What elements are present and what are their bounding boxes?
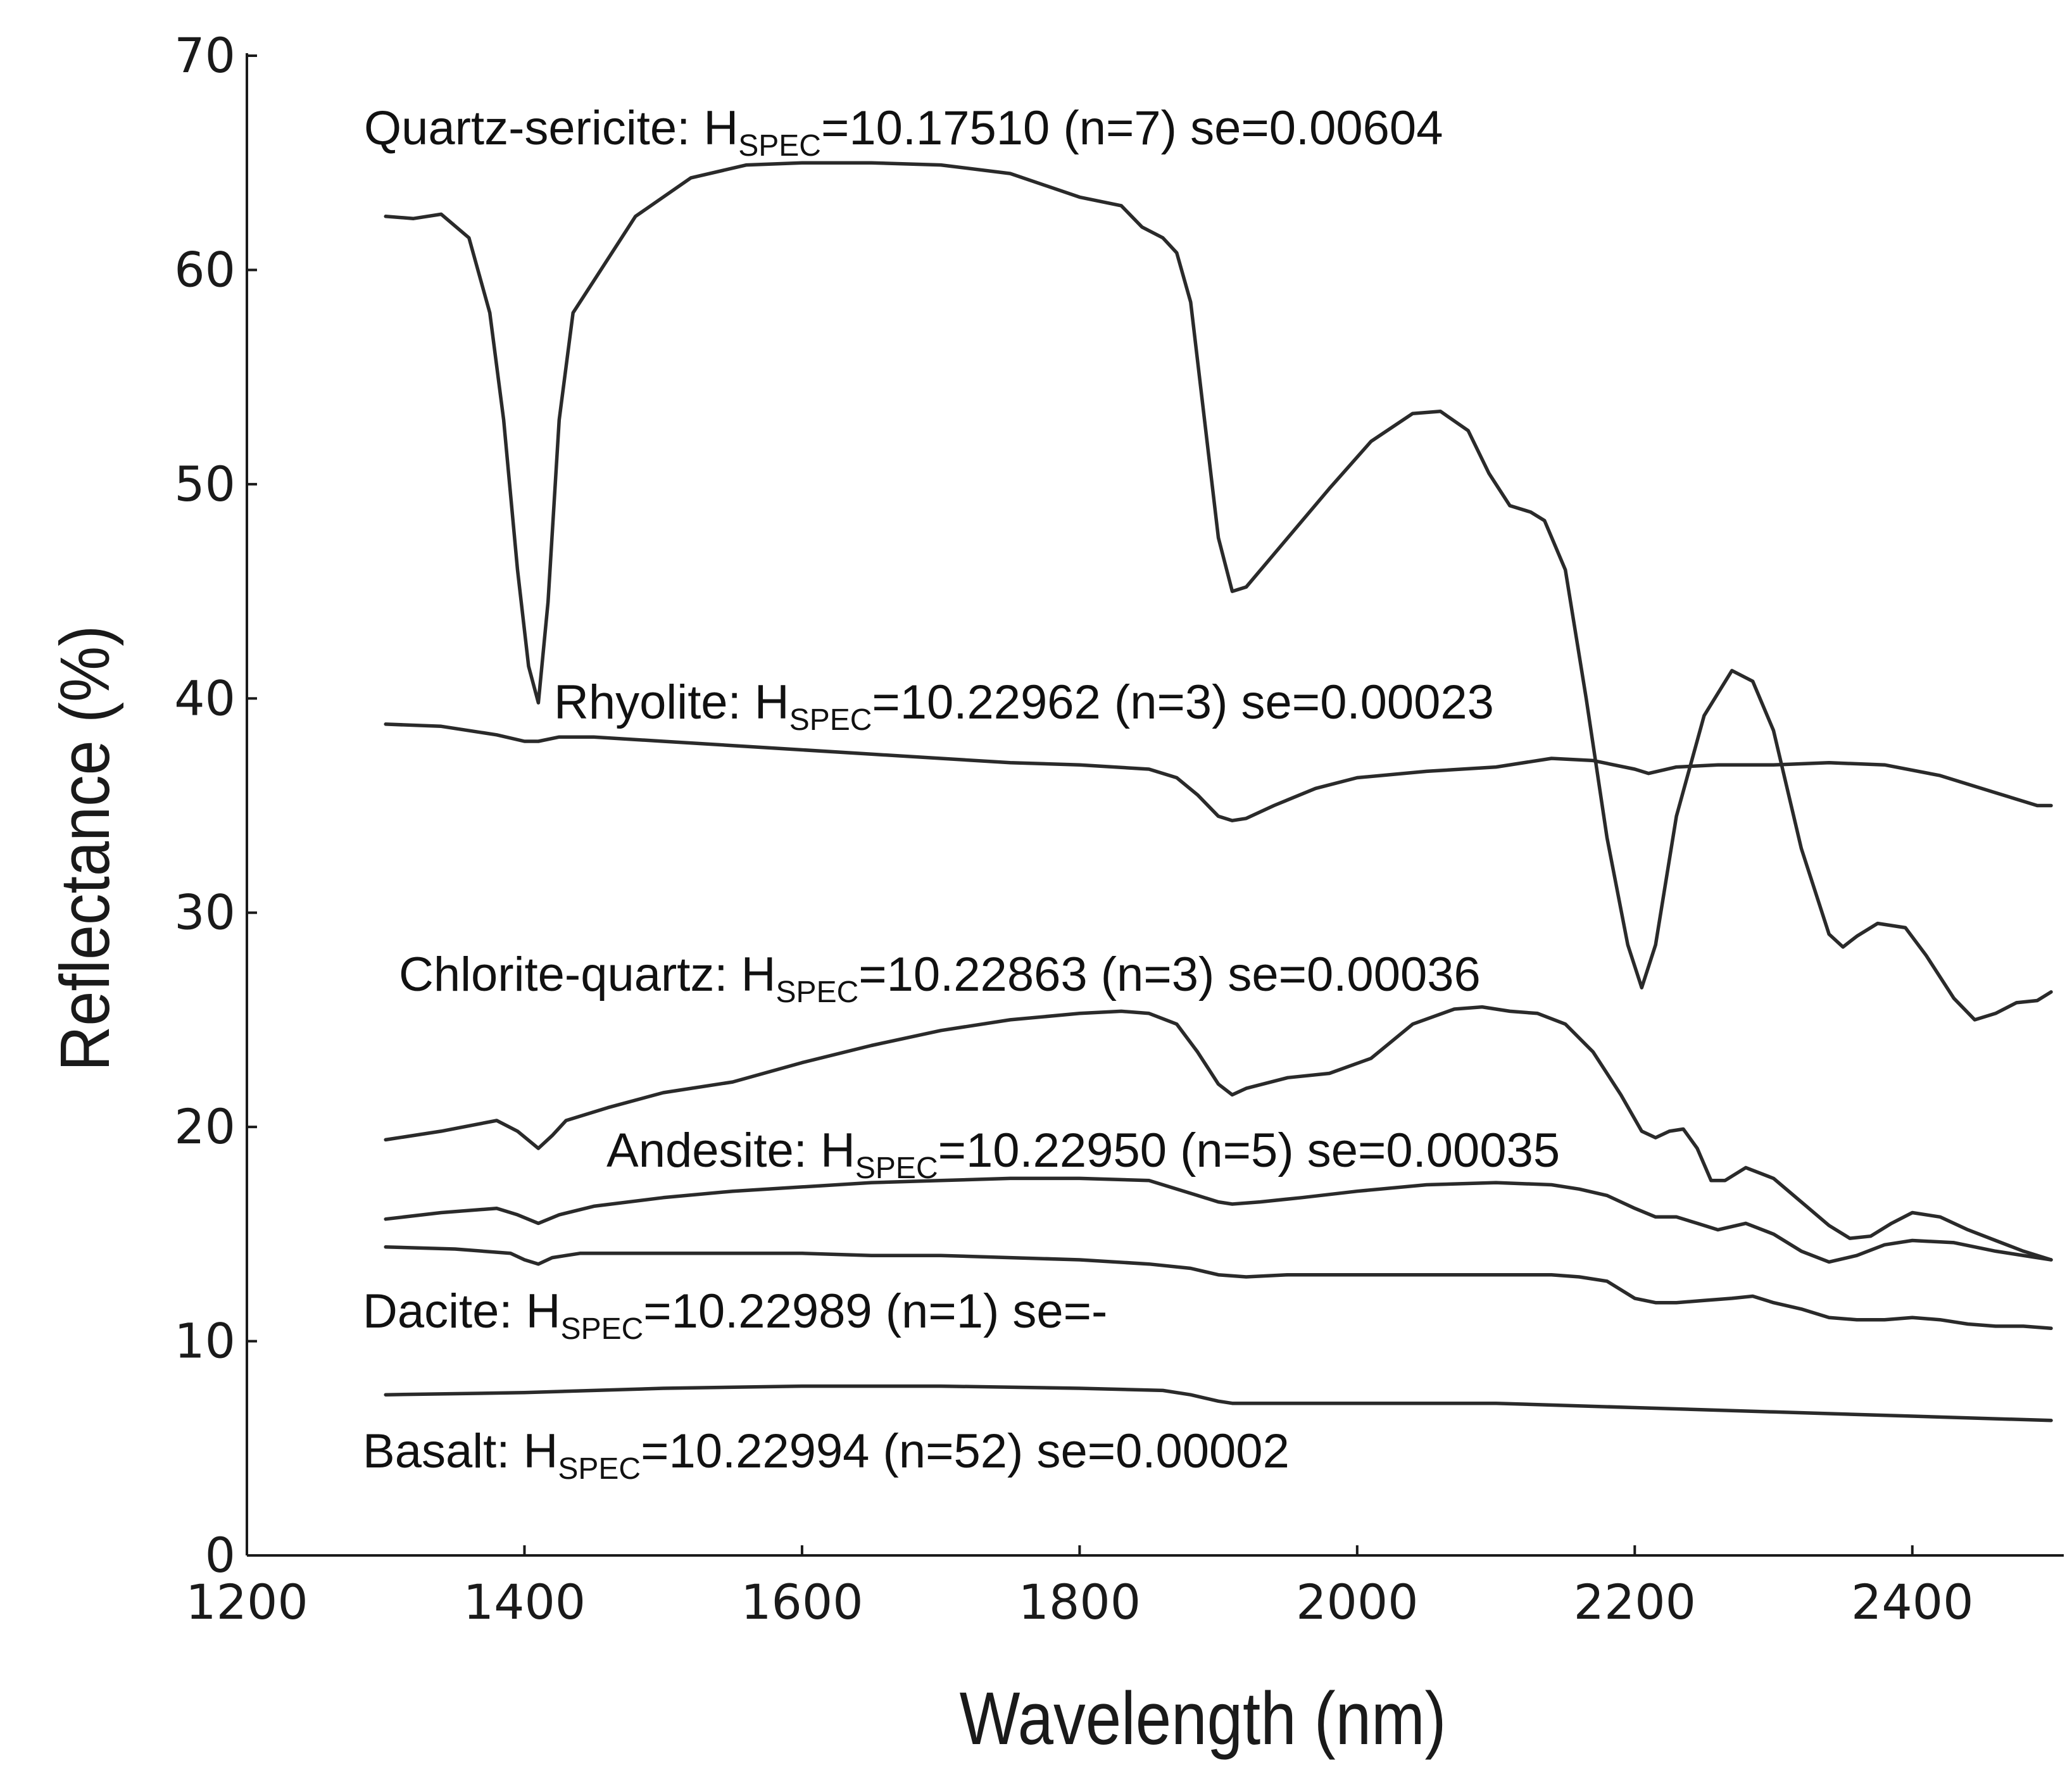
y-axis-title: Reflectance (%) bbox=[46, 625, 124, 1071]
x-tick-label: 1600 bbox=[741, 1574, 863, 1630]
y-tick-label: 10 bbox=[174, 1313, 235, 1369]
y-tick-label: 60 bbox=[174, 241, 235, 298]
x-tick-label: 2200 bbox=[1574, 1574, 1696, 1630]
x-axis-ticks: 1200 1400 1600 1800 2000 2200 2400 bbox=[185, 1545, 1973, 1630]
series-line-chlorite-quartz bbox=[384, 1005, 2053, 1262]
series-label-dacite: Dacite: HSPEC=10.22989 (n=1) se=- bbox=[363, 1284, 1107, 1346]
y-axis-ticks: 0 10 20 30 40 50 60 70 bbox=[174, 27, 257, 1583]
series-line-andesite bbox=[384, 1176, 2053, 1264]
y-tick-label: 70 bbox=[174, 27, 235, 84]
y-tick-label: 0 bbox=[205, 1527, 235, 1583]
y-tick-label: 50 bbox=[174, 456, 235, 512]
series-label-quartz-sericite: Quartz-sericite: HSPEC=10.17510 (n=7) se… bbox=[364, 101, 1443, 163]
axes bbox=[246, 53, 2064, 1557]
series-lines bbox=[384, 161, 2053, 1422]
series-label-rhyolite: Rhyolite: HSPEC=10.22962 (n=3) se=0.0002… bbox=[554, 675, 1494, 737]
y-tick-label: 30 bbox=[174, 884, 235, 941]
series-labels: Quartz-sericite: HSPEC=10.17510 (n=7) se… bbox=[363, 101, 1560, 1486]
y-tick-label: 20 bbox=[174, 1098, 235, 1155]
series-label-chlorite-quartz: Chlorite-quartz: HSPEC=10.22863 (n=3) se… bbox=[399, 948, 1481, 1009]
series-line-dacite bbox=[384, 1245, 2053, 1331]
x-tick-label: 2000 bbox=[1296, 1574, 1418, 1630]
series-line-basalt bbox=[384, 1384, 2053, 1422]
x-tick-label: 1800 bbox=[1019, 1574, 1141, 1630]
x-axis-title: Wavelength (nm) bbox=[960, 1677, 1447, 1761]
x-tick-label: 2400 bbox=[1851, 1574, 1973, 1630]
x-tick-label: 1400 bbox=[463, 1574, 586, 1630]
y-tick-label: 40 bbox=[174, 670, 235, 726]
series-line-quartz-sericite bbox=[384, 161, 2053, 1022]
series-line-rhyolite bbox=[384, 722, 2053, 822]
x-tick-label: 1200 bbox=[185, 1574, 308, 1630]
series-label-basalt: Basalt: HSPEC=10.22994 (n=52) se=0.00002 bbox=[363, 1424, 1290, 1486]
series-label-andesite: Andesite: HSPEC=10.22950 (n=5) se=0.0003… bbox=[606, 1124, 1560, 1185]
